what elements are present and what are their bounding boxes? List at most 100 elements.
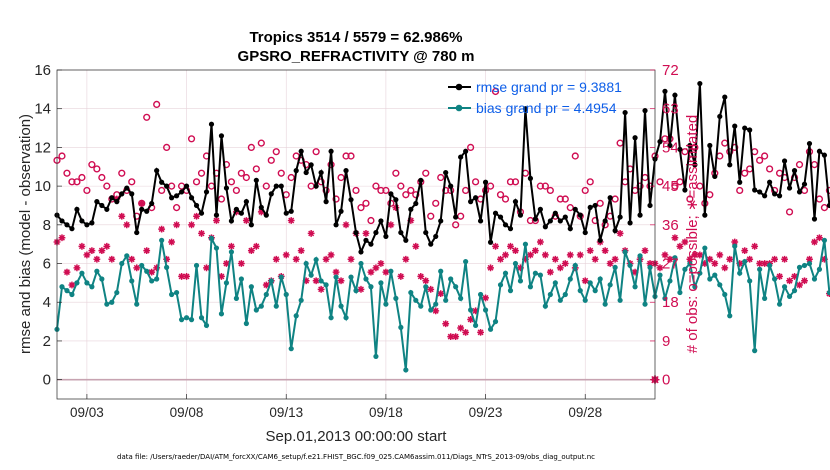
rmse-point — [59, 218, 65, 224]
bias-point — [129, 278, 135, 284]
bias-point — [268, 278, 274, 284]
possible-obs-point — [671, 182, 679, 190]
rmse-point — [537, 206, 543, 212]
possible-obs-point — [496, 191, 505, 199]
assimilated-obs-point — [761, 260, 769, 267]
assimilated-obs-point — [452, 333, 460, 341]
bias-point — [149, 278, 155, 284]
possible-obs-point — [825, 186, 830, 195]
rmse-point — [732, 123, 738, 129]
assimilated-obs-point — [412, 242, 420, 250]
bias-point — [637, 253, 643, 259]
possible-obs-point — [68, 178, 76, 186]
rmse-point — [747, 127, 753, 133]
bias-point — [727, 313, 733, 319]
rmse-point — [682, 187, 688, 193]
possible-obs-point — [402, 191, 410, 199]
rmse-point — [99, 202, 105, 209]
bias-point — [642, 301, 648, 307]
bias-point — [388, 268, 394, 274]
possible-obs-point — [432, 199, 440, 207]
assimilated-obs-point — [477, 328, 484, 336]
bias-point — [373, 353, 379, 360]
bias-point — [821, 237, 828, 243]
rmse-point — [692, 162, 698, 168]
assimilated-obs-point — [457, 324, 465, 332]
rmse-point — [119, 191, 125, 197]
possible-obs-point — [686, 195, 694, 203]
bias-point — [517, 278, 524, 284]
bias-point — [238, 276, 244, 282]
bias-point — [707, 276, 713, 282]
rmse-point — [109, 195, 115, 201]
y-tick-right-label: 18 — [662, 294, 679, 311]
assimilated-obs-point — [342, 221, 350, 229]
assimilated-obs-point — [616, 230, 624, 237]
bias-point — [742, 258, 748, 265]
plot-box — [56, 69, 656, 400]
rmse-point — [144, 208, 150, 214]
bias-point — [572, 262, 578, 269]
bias-point — [119, 260, 125, 267]
rmse-point — [363, 237, 369, 243]
possible-obs-point — [143, 113, 151, 121]
assimilated-obs-point — [487, 264, 494, 272]
rmse-point — [84, 222, 90, 228]
bias-point — [677, 289, 683, 296]
rmse-point — [183, 183, 190, 189]
rmse-point — [223, 185, 230, 191]
bias-point — [796, 264, 803, 270]
y-tick-left-label: 2 — [43, 333, 51, 350]
possible-obs-point — [721, 139, 729, 147]
bias-point — [169, 291, 175, 298]
tick-layer: 0 2 4 6 8 10 12 14 16 0 9 18 27 36 45 54 63 72 09/03 09/08 0… — [34, 62, 678, 420]
bias-point — [338, 303, 344, 309]
possible-obs-point — [118, 169, 126, 177]
possible-obs-point — [337, 173, 345, 182]
assimilated-obs-point — [556, 264, 564, 272]
assimilated-obs-point — [541, 251, 549, 259]
bias-point — [313, 257, 319, 263]
assimilated-obs-point — [756, 260, 764, 267]
assimilated-obs-point — [367, 268, 375, 276]
bias-point — [193, 262, 200, 269]
rmse-point — [482, 179, 489, 185]
possible-obs-point — [741, 169, 749, 177]
rmse-point — [253, 177, 259, 183]
rmse-point — [94, 199, 100, 205]
bias-point — [527, 284, 534, 290]
possible-obs-point — [656, 178, 664, 186]
possible-obs-point — [586, 178, 594, 186]
assimilated-obs-point — [362, 230, 370, 237]
legend-rmse-marker — [455, 83, 463, 91]
possible-obs-point — [486, 182, 495, 190]
possible-obs-point — [566, 204, 574, 212]
assimilated-obs-point — [532, 247, 539, 255]
rmse-point — [438, 218, 444, 224]
bias-point — [702, 245, 708, 251]
bias-point — [378, 280, 384, 286]
possible-obs-point — [267, 156, 275, 164]
bias-point — [74, 280, 80, 286]
possible-obs-point — [506, 178, 515, 186]
possible-obs-point — [187, 135, 196, 143]
rmse-point — [418, 177, 424, 183]
possible-obs-point — [422, 169, 430, 177]
assimilated-obs-point — [382, 268, 390, 276]
bias-point — [188, 317, 195, 323]
assimilated-obs-point — [811, 238, 818, 246]
assimilated-obs-point — [307, 230, 315, 237]
rmse-point — [502, 222, 509, 228]
assimilated-obs-point — [821, 255, 828, 263]
rmse-point — [403, 237, 409, 243]
rmse-point — [398, 229, 404, 236]
y-tick-left-label: 16 — [34, 62, 51, 79]
rmse-point — [562, 214, 568, 220]
assimilated-obs-point — [58, 234, 66, 242]
bias-point — [428, 307, 434, 313]
assimilated-obs-point — [213, 217, 220, 224]
rmse-point — [169, 195, 175, 201]
bias-point — [647, 264, 653, 270]
bias-point — [567, 276, 573, 282]
